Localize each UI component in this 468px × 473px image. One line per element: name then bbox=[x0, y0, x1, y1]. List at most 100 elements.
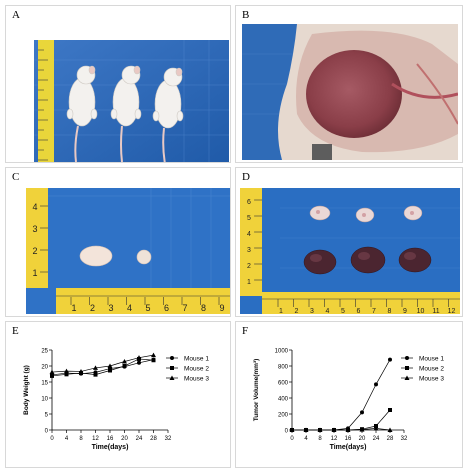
data-point bbox=[388, 357, 392, 362]
legend-label: Mouse 2 bbox=[419, 366, 444, 373]
x-tick-label: 32 bbox=[401, 436, 408, 442]
d-ruler-h-label: 11 bbox=[432, 308, 439, 314]
c-ruler-h-label: 4 bbox=[127, 303, 132, 313]
x-tick-label: 16 bbox=[107, 436, 114, 442]
data-point bbox=[108, 368, 112, 373]
c-ruler-h-label: 2 bbox=[90, 303, 95, 313]
data-point bbox=[388, 408, 392, 412]
c-ruler-h-label: 5 bbox=[145, 303, 150, 313]
panel-e: E 0 5 10 15 20 25 0 4 8 12 16 20 24 28 32 Time(days) Bod… bbox=[5, 321, 231, 468]
data-point bbox=[317, 427, 323, 432]
c-ruler-h-label: 3 bbox=[108, 303, 113, 313]
x-tick-label: 32 bbox=[165, 436, 172, 442]
c-ruler-h-label: 8 bbox=[201, 303, 206, 313]
series-line-1 bbox=[51, 359, 154, 376]
x-axis-label: Time(days) bbox=[330, 444, 367, 451]
d-ruler-h-label: 3 bbox=[310, 308, 314, 314]
y-tick-label: 400 bbox=[278, 397, 289, 403]
tumor-large bbox=[79, 245, 113, 267]
y-tick-label: 5 bbox=[45, 413, 49, 419]
data-point bbox=[64, 372, 69, 377]
y-axis-label: Tumor Volume(mm³) bbox=[253, 359, 260, 422]
ruler-strip bbox=[38, 40, 54, 162]
data-point bbox=[93, 365, 98, 370]
d-ruler-h-label: 4 bbox=[326, 308, 330, 314]
data-point bbox=[345, 427, 351, 432]
body-weight-chart: 0 5 10 15 20 25 0 4 8 12 16 20 24 28 32 Time(days) Body … bbox=[23, 349, 209, 452]
ruler-horizontal bbox=[56, 288, 230, 314]
y-axis-label: Body Weight (g) bbox=[23, 365, 30, 415]
y-tick-label: 10 bbox=[41, 397, 48, 403]
data-point bbox=[93, 372, 98, 377]
x-tick-label: 16 bbox=[345, 436, 352, 442]
d-ruler-v-label: 5 bbox=[247, 215, 251, 222]
x-tick-label: 4 bbox=[65, 436, 69, 442]
x-tick-label: 28 bbox=[387, 436, 394, 442]
d-ruler-h-label: 9 bbox=[403, 308, 407, 314]
x-tick-label: 12 bbox=[331, 436, 338, 442]
ruler-vertical bbox=[240, 188, 262, 296]
series-line-1 bbox=[292, 359, 391, 431]
legend-marker bbox=[405, 356, 409, 360]
data-point bbox=[136, 355, 142, 360]
data-point bbox=[359, 427, 365, 432]
legend-label: Mouse 2 bbox=[184, 366, 209, 373]
legend-label: Mouse 1 bbox=[184, 356, 209, 363]
y-tick-label: 0 bbox=[45, 429, 49, 435]
tumor-small bbox=[136, 249, 152, 265]
ruler-horizontal bbox=[262, 292, 460, 314]
data-point bbox=[64, 368, 69, 374]
data-point bbox=[137, 360, 141, 365]
legend-marker bbox=[169, 375, 175, 380]
data-point bbox=[151, 358, 156, 363]
data-point bbox=[331, 427, 337, 432]
x-tick-label: 12 bbox=[92, 436, 99, 442]
y-tick-label: 800 bbox=[278, 365, 289, 371]
x-tick-label: 28 bbox=[150, 436, 157, 442]
d-ruler-h-label: 10 bbox=[417, 308, 425, 314]
series-line-3 bbox=[292, 428, 391, 431]
data-point bbox=[360, 410, 364, 415]
legend-marker bbox=[170, 356, 174, 360]
y-tick-label: 600 bbox=[278, 381, 289, 387]
y-tick-label: 20 bbox=[41, 365, 48, 371]
y-tick-label: 15 bbox=[41, 381, 48, 387]
tumor-volume-chart: 0 200 400 600 800 1000 0 4 8 12 16 20 24 28 32 Time(day… bbox=[253, 349, 444, 452]
x-tick-label: 24 bbox=[136, 436, 143, 442]
data-point bbox=[78, 368, 84, 374]
d-ruler-h-label: 8 bbox=[388, 308, 392, 314]
data-point bbox=[122, 364, 127, 368]
panel-label-f: F bbox=[242, 325, 249, 337]
panel-a: A bbox=[5, 5, 231, 163]
mice-photo bbox=[34, 40, 229, 162]
y-tick-label: 0 bbox=[285, 429, 289, 435]
panel-label-d: D bbox=[242, 171, 250, 183]
d-ruler-h-label: 1 bbox=[279, 308, 283, 314]
d-ruler-h-label: 12 bbox=[448, 308, 456, 314]
d-ruler-v-label: 6 bbox=[247, 199, 251, 206]
mouse-2 bbox=[110, 65, 142, 162]
c-ruler-h-label: 1 bbox=[71, 303, 76, 313]
legend-marker bbox=[404, 375, 410, 380]
data-point bbox=[50, 373, 54, 378]
d-ruler-h-label: 7 bbox=[372, 308, 376, 314]
c-ruler-h-label: 7 bbox=[182, 303, 187, 313]
d-ruler-v-label: 4 bbox=[247, 231, 251, 238]
panel-c: C 4 3 2 1 1 2 3 4 5 6 7 8 9 bbox=[5, 167, 231, 317]
mouse-3 bbox=[152, 67, 184, 162]
panel-f: F 0 200 400 600 800 1000 0 4 8 12 16 20 24 28 32 Time(d… bbox=[235, 321, 463, 468]
d-ruler-v-label: 2 bbox=[247, 263, 251, 270]
x-axis-label: Time(days) bbox=[92, 444, 129, 451]
panel-d: D bbox=[235, 167, 463, 317]
data-point bbox=[107, 363, 113, 368]
c-ruler-v-label: 3 bbox=[32, 224, 37, 234]
c-ruler-h-label: 6 bbox=[164, 303, 169, 313]
ruler-vertical bbox=[26, 188, 48, 288]
data-point bbox=[289, 427, 295, 432]
y-tick-label: 1000 bbox=[275, 349, 289, 355]
y-tick-label: 200 bbox=[278, 413, 289, 419]
x-tick-label: 20 bbox=[121, 436, 128, 442]
legend-marker bbox=[405, 366, 409, 370]
x-tick-label: 0 bbox=[50, 436, 54, 442]
